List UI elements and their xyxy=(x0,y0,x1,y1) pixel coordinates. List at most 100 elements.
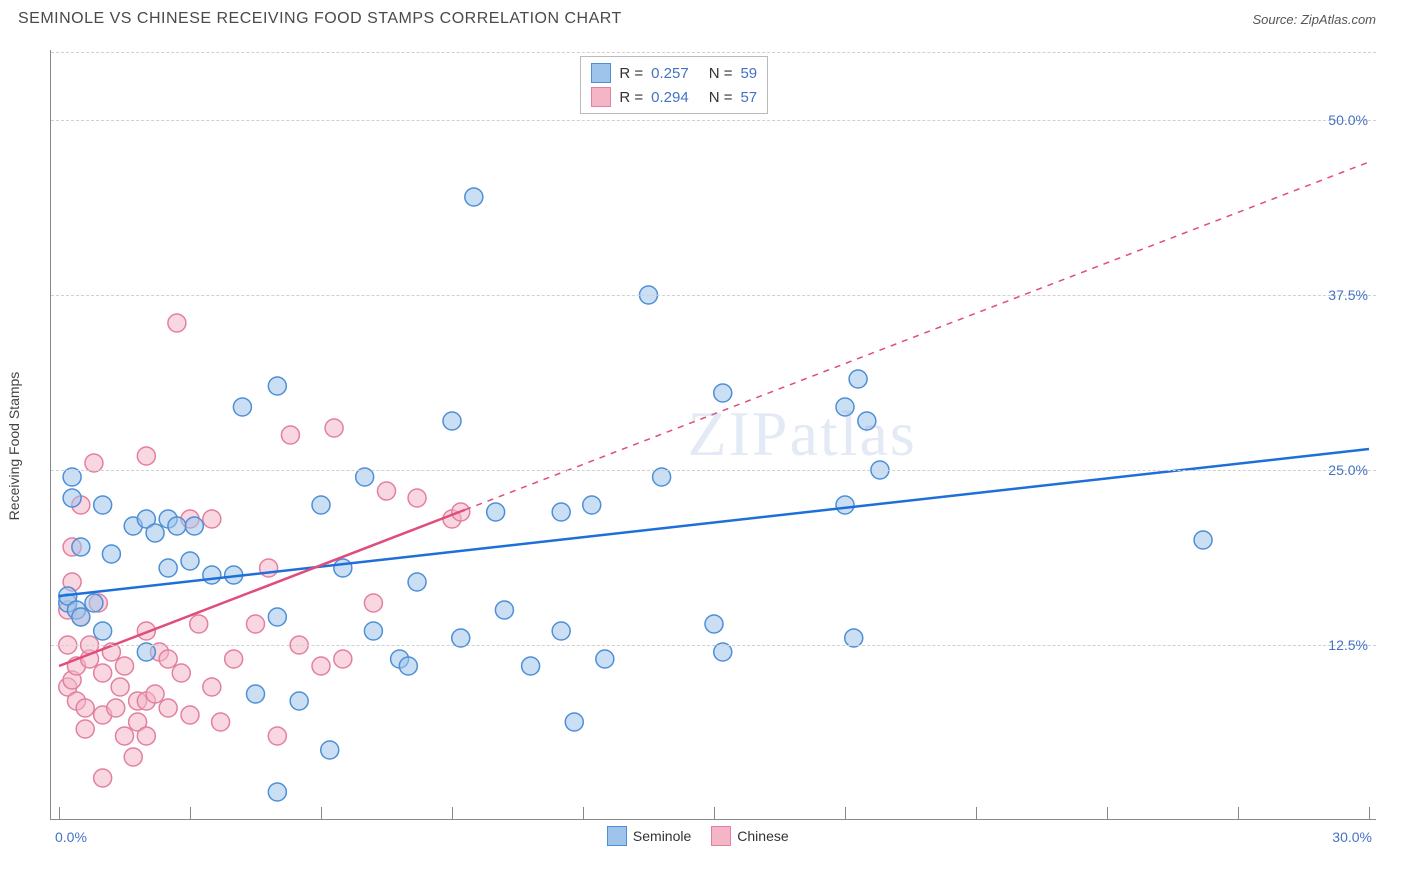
x-tick-label-max: 30.0% xyxy=(1332,829,1372,845)
trend-line xyxy=(59,449,1369,596)
x-tick-mark xyxy=(583,807,584,819)
scatter-point xyxy=(94,622,112,640)
scatter-point xyxy=(116,727,134,745)
scatter-point xyxy=(552,503,570,521)
scatter-point xyxy=(268,727,286,745)
scatter-point xyxy=(334,559,352,577)
x-tick-mark xyxy=(59,807,60,819)
x-tick-mark xyxy=(845,807,846,819)
stat-r-label: R = xyxy=(619,65,643,82)
scatter-point xyxy=(181,552,199,570)
gridline xyxy=(51,52,1376,53)
y-tick-label: 12.5% xyxy=(1328,637,1368,653)
scatter-point xyxy=(364,622,382,640)
x-tick-mark xyxy=(1107,807,1108,819)
scatter-point xyxy=(190,615,208,633)
gridline xyxy=(51,645,1376,646)
scatter-point xyxy=(268,377,286,395)
scatter-point xyxy=(63,489,81,507)
x-tick-mark xyxy=(321,807,322,819)
x-tick-label-min: 0.0% xyxy=(55,829,87,845)
stat-n-value: 59 xyxy=(740,65,757,82)
scatter-point xyxy=(465,188,483,206)
scatter-point xyxy=(124,748,142,766)
scatter-point xyxy=(172,664,190,682)
scatter-point xyxy=(85,594,103,612)
stat-r-value: 0.294 xyxy=(651,89,689,106)
scatter-point xyxy=(552,622,570,640)
scatter-point xyxy=(1194,531,1212,549)
scatter-point xyxy=(76,720,94,738)
scatter-point xyxy=(268,783,286,801)
stat-n-label: N = xyxy=(709,89,733,106)
scatter-point xyxy=(378,482,396,500)
y-tick-label: 50.0% xyxy=(1328,112,1368,128)
scatter-point xyxy=(325,419,343,437)
gridline xyxy=(51,120,1376,121)
chart-header: SEMINOLE VS CHINESE RECEIVING FOOD STAMP… xyxy=(0,0,1406,32)
scatter-point xyxy=(225,650,243,668)
scatter-point xyxy=(522,657,540,675)
scatter-point xyxy=(858,412,876,430)
stat-n-label: N = xyxy=(709,65,733,82)
scatter-point xyxy=(408,573,426,591)
scatter-point xyxy=(836,496,854,514)
series-legend-label: Chinese xyxy=(737,828,788,844)
legend-swatch xyxy=(711,826,731,846)
scatter-point xyxy=(107,699,125,717)
scatter-point xyxy=(76,699,94,717)
x-tick-mark xyxy=(976,807,977,819)
scatter-point xyxy=(281,426,299,444)
series-legend-item: Chinese xyxy=(711,826,788,846)
scatter-point xyxy=(185,517,203,535)
y-tick-label: 37.5% xyxy=(1328,287,1368,303)
scatter-point xyxy=(72,538,90,556)
chart-svg xyxy=(51,50,1376,819)
scatter-point xyxy=(181,706,199,724)
x-tick-mark xyxy=(190,807,191,819)
chart-plot-area: ZIPatlas 12.5%25.0%37.5%50.0%0.0%30.0% xyxy=(50,50,1376,820)
stat-r-value: 0.257 xyxy=(651,65,689,82)
scatter-point xyxy=(487,503,505,521)
x-tick-mark xyxy=(452,807,453,819)
scatter-point xyxy=(146,685,164,703)
scatter-point xyxy=(408,489,426,507)
scatter-point xyxy=(94,769,112,787)
scatter-point xyxy=(268,608,286,626)
scatter-point xyxy=(203,566,221,584)
legend-swatch xyxy=(591,87,611,107)
scatter-point xyxy=(159,699,177,717)
legend-swatch xyxy=(607,826,627,846)
stats-legend-row: R = 0.257 N = 59 xyxy=(591,61,757,85)
x-tick-mark xyxy=(1369,807,1370,819)
scatter-point xyxy=(583,496,601,514)
stat-r-label: R = xyxy=(619,89,643,106)
x-tick-mark xyxy=(1238,807,1239,819)
scatter-point xyxy=(168,517,186,535)
scatter-point xyxy=(247,685,265,703)
scatter-point xyxy=(312,657,330,675)
scatter-point xyxy=(565,713,583,731)
scatter-point xyxy=(137,447,155,465)
trend-line xyxy=(59,510,465,666)
chart-title: SEMINOLE VS CHINESE RECEIVING FOOD STAMP… xyxy=(18,10,622,28)
scatter-point xyxy=(212,713,230,731)
scatter-point xyxy=(321,741,339,759)
y-axis-title: Receiving Food Stamps xyxy=(6,372,22,521)
scatter-point xyxy=(364,594,382,612)
scatter-point xyxy=(334,650,352,668)
series-legend: SeminoleChinese xyxy=(607,826,789,846)
scatter-point xyxy=(312,496,330,514)
scatter-point xyxy=(443,412,461,430)
stats-legend-row: R = 0.294N = 57 xyxy=(591,85,757,109)
scatter-point xyxy=(159,559,177,577)
scatter-point xyxy=(72,608,90,626)
scatter-point xyxy=(705,615,723,633)
gridline xyxy=(51,470,1376,471)
scatter-point xyxy=(146,524,164,542)
scatter-point xyxy=(116,657,134,675)
chart-source: Source: ZipAtlas.com xyxy=(1252,12,1376,27)
scatter-point xyxy=(836,398,854,416)
legend-swatch xyxy=(591,63,611,83)
scatter-point xyxy=(94,664,112,682)
